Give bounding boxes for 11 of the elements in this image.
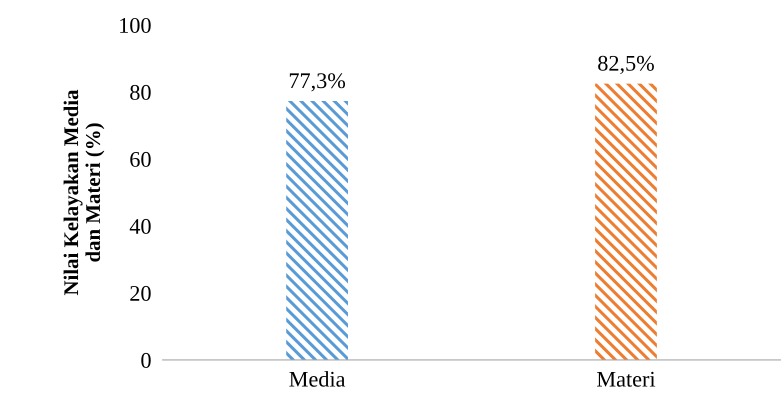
y-tick-label: 0	[141, 352, 151, 368]
x-tick-label: Materi	[597, 372, 656, 387]
y-tick-label: 40	[130, 218, 151, 234]
y-tick-label: 100	[120, 18, 151, 33]
data-label: 82,5%	[598, 56, 654, 74]
y-axis-title: Nilai Kelayakan Media dan Materi (%)	[64, 90, 104, 296]
y-tick-label: 20	[130, 286, 151, 301]
data-label: 77,3%	[290, 73, 346, 92]
y-tick-label: 80	[130, 84, 151, 100]
x-tick-label: Media	[289, 371, 346, 387]
y-tick-label: 60	[130, 152, 151, 167]
